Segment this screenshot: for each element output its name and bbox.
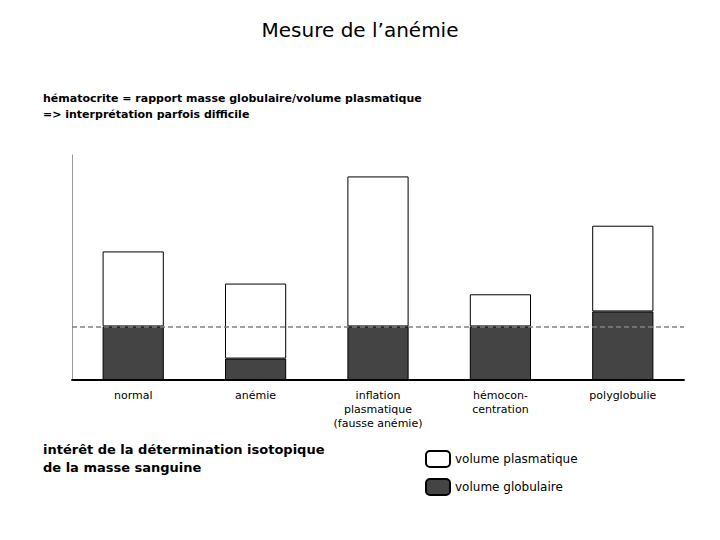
svg-text:centration: centration bbox=[472, 403, 528, 416]
svg-text:hématocrite = rapport masse gl: hématocrite = rapport masse globulaire/v… bbox=[43, 92, 422, 105]
svg-text:hémocon-: hémocon- bbox=[473, 389, 528, 402]
svg-text:normal: normal bbox=[114, 389, 153, 402]
svg-text:inflation: inflation bbox=[356, 389, 401, 402]
svg-text:de la masse sanguine: de la masse sanguine bbox=[43, 460, 202, 475]
svg-text:Mesure de l’anémie: Mesure de l’anémie bbox=[262, 18, 459, 42]
svg-text:intérêt de la détermination is: intérêt de la détermination isotopique bbox=[43, 442, 325, 457]
svg-text:(fausse anémie): (fausse anémie) bbox=[334, 417, 423, 430]
svg-text:volume plasmatique: volume plasmatique bbox=[455, 452, 578, 466]
svg-text:polyglobulie: polyglobulie bbox=[589, 389, 656, 402]
svg-text:=> interprétation parfois diff: => interprétation parfois difficile bbox=[43, 108, 249, 121]
svg-text:anémie: anémie bbox=[235, 389, 276, 402]
svg-text:volume globulaire: volume globulaire bbox=[455, 480, 563, 494]
svg-text:plasmatique: plasmatique bbox=[344, 403, 412, 416]
